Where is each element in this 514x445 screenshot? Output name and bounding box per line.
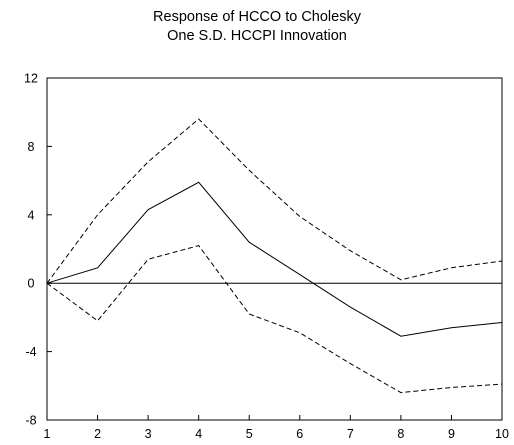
plot-frame — [46, 77, 503, 421]
x-tick-label: 7 — [347, 427, 354, 441]
x-tick-label: 3 — [145, 427, 152, 441]
y-tick-label: 12 — [24, 72, 38, 86]
lower-band-line — [46, 245, 503, 394]
response-line — [46, 181, 503, 337]
y-tick-label: 4 — [28, 208, 35, 222]
ticks-layer — [46, 77, 503, 421]
upper-band-line — [46, 118, 503, 284]
chart-title: Response of HCCO to Cholesky — [153, 9, 361, 25]
x-tick-label: 1 — [44, 427, 51, 441]
y-tick-label: 0 — [28, 277, 35, 291]
x-tick-label: 8 — [397, 427, 404, 441]
x-tick-label: 5 — [246, 427, 253, 441]
series-layer — [46, 118, 503, 394]
x-tick-label: 6 — [296, 427, 303, 441]
y-tick-label: -4 — [25, 345, 36, 359]
x-tick-label: 9 — [448, 427, 455, 441]
x-tick-label: 10 — [495, 427, 509, 441]
y-tick-label: -8 — [25, 414, 36, 428]
y-tick-label: 8 — [28, 140, 35, 154]
x-tick-label: 4 — [195, 427, 202, 441]
x-tick-label: 2 — [94, 427, 101, 441]
chart-title-block: Response of HCCO to Cholesky One S.D. HC… — [0, 8, 514, 46]
chart-subtitle: One S.D. HCCPI Innovation — [167, 28, 347, 44]
